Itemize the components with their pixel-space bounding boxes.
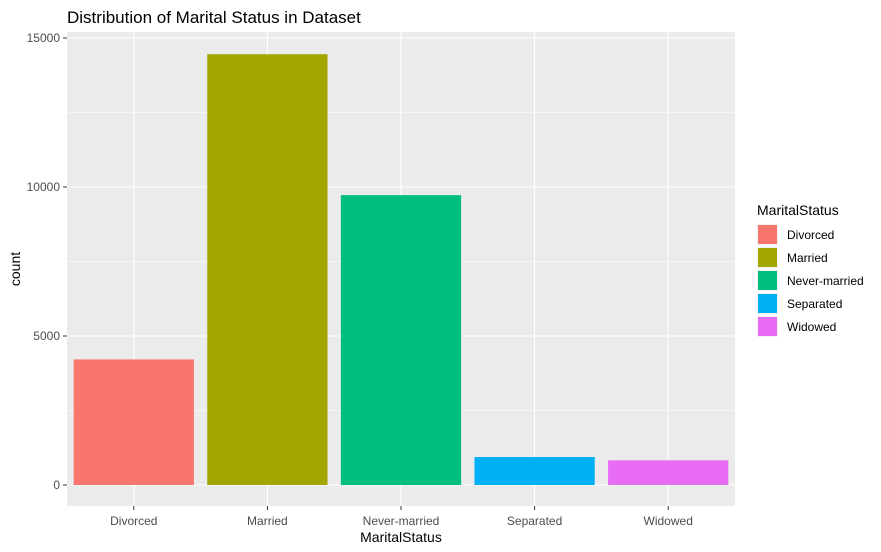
bar-separated (474, 457, 595, 485)
x-axis: Divorced Married Never-married Separated Wid… (110, 506, 693, 528)
bar-widowed (608, 460, 729, 485)
legend-swatch (758, 225, 777, 244)
x-axis-title: MaritalStatus (360, 529, 442, 545)
bars (73, 54, 729, 485)
y-axis: 0 5000 10000 15000 (27, 31, 67, 492)
legend-label: Widowed (787, 320, 836, 334)
legend-swatch (758, 317, 777, 336)
x-tick-label: Never-married (363, 514, 440, 528)
x-tick-label: Widowed (644, 514, 693, 528)
legend-item: Widowed (757, 316, 836, 337)
y-tick-label: 15000 (27, 31, 61, 45)
bar-never-married (340, 195, 462, 485)
legend-title: MaritalStatus (757, 202, 839, 218)
legend-swatch (758, 248, 777, 267)
bar-divorced (73, 359, 194, 485)
y-tick-label: 5000 (33, 329, 60, 343)
legend-label: Never-married (787, 274, 864, 288)
x-tick-label: Divorced (110, 514, 157, 528)
legend-label: Married (787, 251, 828, 265)
y-tick-label: 0 (53, 478, 60, 492)
legend-item: Divorced (757, 224, 834, 245)
y-axis-title: count (7, 252, 23, 286)
legend-item: Separated (757, 293, 842, 314)
y-tick-label: 10000 (27, 180, 61, 194)
x-tick-label: Married (247, 514, 288, 528)
legend-item: Married (757, 247, 828, 268)
bar-married (207, 54, 328, 485)
chart-title: Distribution of Marital Status in Datase… (67, 8, 361, 27)
legend-swatch (758, 294, 777, 313)
legend-label: Divorced (787, 228, 834, 242)
legend-label: Separated (787, 297, 842, 311)
legend-swatch (758, 271, 777, 290)
x-tick-label: Separated (507, 514, 562, 528)
legend-item: Never-married (757, 270, 864, 291)
legend: MaritalStatus Divorced Married Never-marri… (757, 202, 864, 337)
